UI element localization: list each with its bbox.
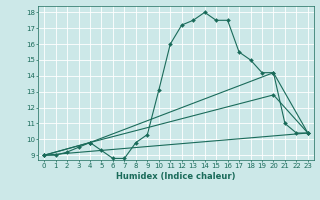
X-axis label: Humidex (Indice chaleur): Humidex (Indice chaleur) [116, 172, 236, 181]
